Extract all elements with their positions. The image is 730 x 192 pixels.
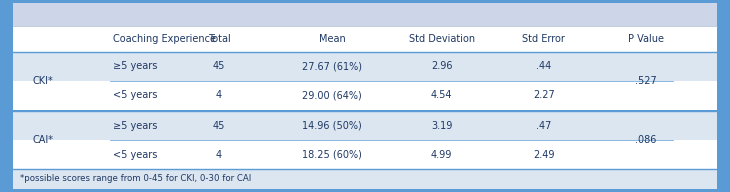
Text: Mean: Mean	[319, 34, 345, 44]
Bar	[13, 26, 717, 52]
Bar	[13, 140, 717, 169]
Text: <5 years: <5 years	[113, 150, 158, 160]
Bar	[13, 111, 717, 140]
Text: *possible scores range from 0-45 for CKI, 0-30 for CAI: *possible scores range from 0-45 for CKI…	[20, 174, 252, 183]
Text: 18.25 (60%): 18.25 (60%)	[302, 150, 362, 160]
Text: 4.54: 4.54	[431, 90, 453, 100]
Text: .527: .527	[635, 76, 657, 86]
Text: 27.67 (61%): 27.67 (61%)	[302, 61, 362, 71]
Text: Std Deviation: Std Deviation	[409, 34, 474, 44]
Text: ≥5 years: ≥5 years	[113, 61, 158, 71]
Text: .086: .086	[635, 135, 657, 145]
Text: Coaching Experience: Coaching Experience	[113, 34, 216, 44]
Text: 4: 4	[216, 150, 222, 160]
Text: .47: .47	[536, 121, 552, 131]
Text: 3.19: 3.19	[431, 121, 453, 131]
Text: 2.49: 2.49	[533, 150, 555, 160]
Bar	[13, 3, 717, 26]
Bar	[13, 169, 717, 189]
Text: 2.96: 2.96	[431, 61, 453, 71]
Text: CKI*: CKI*	[33, 76, 53, 86]
Bar	[13, 52, 717, 81]
Text: 2.27: 2.27	[533, 90, 555, 100]
Bar	[13, 81, 717, 110]
Text: 4.99: 4.99	[431, 150, 453, 160]
Text: P Value: P Value	[628, 34, 664, 44]
Text: ≥5 years: ≥5 years	[113, 121, 158, 131]
Text: 29.00 (64%): 29.00 (64%)	[302, 90, 362, 100]
Text: 4: 4	[216, 90, 222, 100]
Text: Total: Total	[207, 34, 231, 44]
Text: .44: .44	[537, 61, 551, 71]
Text: 45: 45	[213, 61, 225, 71]
Bar	[13, 110, 717, 111]
Text: <5 years: <5 years	[113, 90, 158, 100]
Text: 14.96 (50%): 14.96 (50%)	[302, 121, 362, 131]
Text: 45: 45	[213, 121, 225, 131]
Text: CAI*: CAI*	[33, 135, 54, 145]
Text: Std Error: Std Error	[523, 34, 565, 44]
